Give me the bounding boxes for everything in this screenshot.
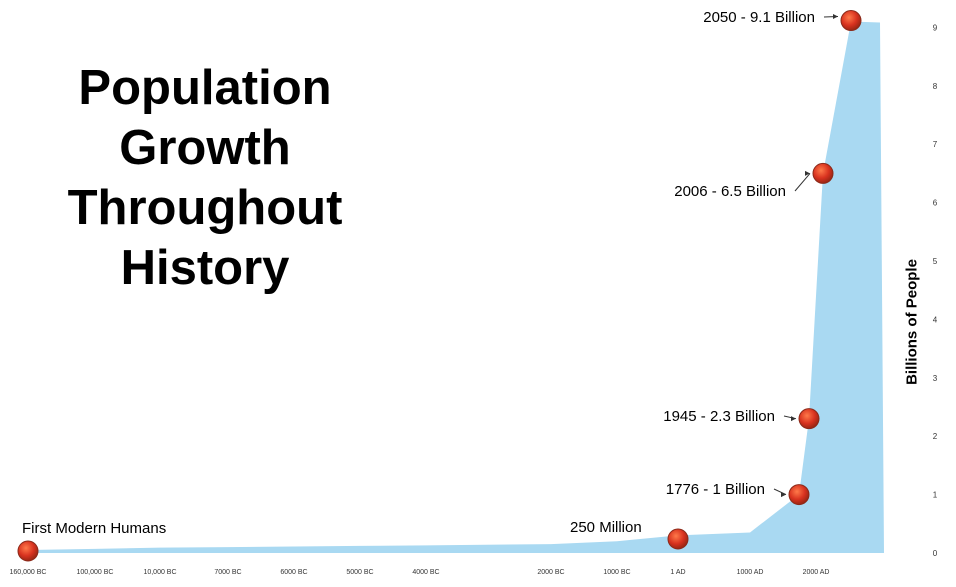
x-tick-7: 2000 BC: [537, 569, 564, 576]
y-tick-6: 6: [933, 199, 938, 208]
title-line-3: Throughout: [67, 181, 343, 235]
annotation-marker-0: [17, 540, 39, 562]
x-tick-2: 10,000 BC: [143, 569, 176, 576]
annotation-arrowhead-3: [791, 416, 796, 422]
annotation-marker-4: [812, 162, 834, 184]
x-tick-4: 6000 BC: [280, 569, 307, 576]
annotation-marker-3: [798, 408, 820, 430]
annotation-arrowhead-4: [805, 170, 810, 176]
annotation-label-4: 2006 - 6.5 Billion: [674, 183, 786, 200]
x-tick-10: 1000 AD: [737, 569, 764, 576]
annotation-label-0: First Modern Humans: [22, 520, 166, 537]
chart-title: Population Growth Throughout History: [30, 58, 380, 298]
y-tick-9: 9: [933, 23, 938, 32]
x-tick-1: 100,000 BC: [77, 569, 114, 576]
y-tick-4: 4: [933, 315, 938, 324]
y-tick-5: 5: [933, 257, 938, 266]
annotation-marker-5: [840, 10, 862, 32]
y-axis-label: Billions of People: [903, 259, 921, 385]
x-tick-9: 1 AD: [670, 569, 685, 576]
y-tick-7: 7: [933, 140, 938, 149]
annotation-arrowhead-2: [781, 492, 786, 498]
y-tick-2: 2: [933, 432, 938, 441]
y-tick-1: 1: [933, 491, 938, 500]
x-tick-8: 1000 BC: [603, 569, 630, 576]
title-line-2: Growth: [119, 121, 291, 175]
population-area: [28, 21, 884, 554]
title-line-4: History: [120, 241, 290, 295]
x-tick-0: 160,000 BC: [10, 569, 47, 576]
annotation-label-5: 2050 - 9.1 Billion: [703, 9, 815, 26]
annotation-label-1: 250 Million: [570, 519, 642, 536]
y-tick-0: 0: [933, 549, 938, 558]
annotation-label-2: 1776 - 1 Billion: [666, 481, 765, 498]
x-tick-3: 7000 BC: [214, 569, 241, 576]
annotation-marker-2: [788, 484, 810, 506]
y-tick-3: 3: [933, 374, 938, 383]
x-tick-11: 2000 AD: [803, 569, 830, 576]
title-line-1: Population: [78, 61, 332, 115]
annotation-arrow-4: [794, 173, 811, 192]
x-tick-6: 4000 BC: [412, 569, 439, 576]
annotation-marker-1: [667, 528, 689, 550]
y-tick-8: 8: [933, 82, 938, 91]
annotation-label-3: 1945 - 2.3 Billion: [663, 408, 775, 425]
x-tick-5: 5000 BC: [346, 569, 373, 576]
annotation-arrowhead-5: [833, 14, 838, 20]
